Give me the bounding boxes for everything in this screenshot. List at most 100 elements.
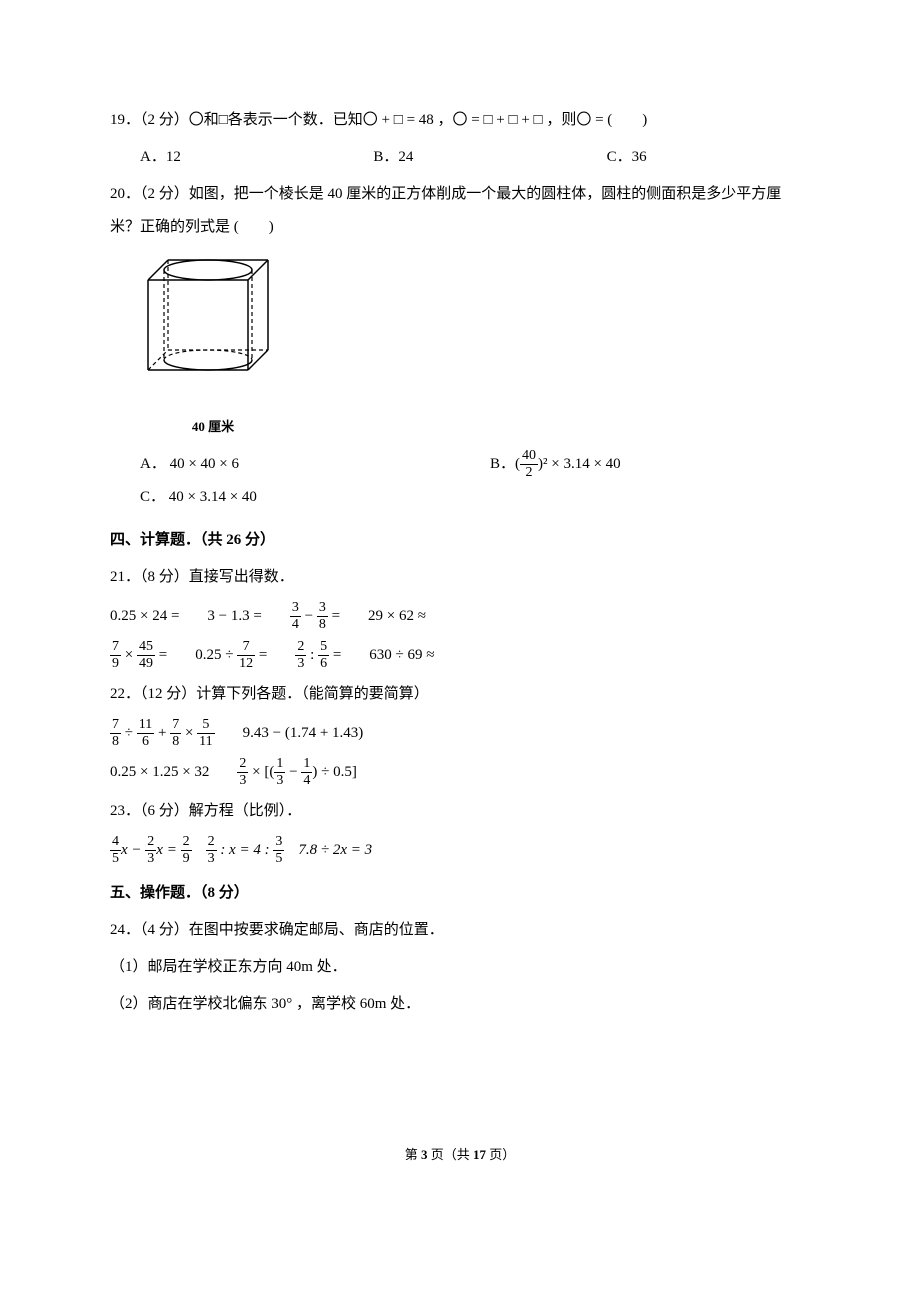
num: 11: [137, 717, 154, 733]
num: 7: [110, 717, 121, 733]
q20-opt-a: A． 40 × 40 × 6: [110, 448, 460, 481]
op: +: [154, 725, 170, 741]
den: 8: [317, 617, 328, 632]
op: ×: [181, 725, 197, 741]
q22-row1: 78 ÷ 116 + 78 × 511 9.43 − (1.74 + 1.43): [110, 717, 810, 750]
num: 5: [318, 639, 329, 655]
op: −: [285, 764, 301, 780]
den: 4: [290, 617, 301, 632]
q21-r2-a: 79 × 4549 =: [110, 639, 167, 672]
num: 5: [197, 717, 214, 733]
q22-r2-a: 0.25 × 1.25 × 32: [110, 756, 209, 789]
op: x −: [121, 842, 145, 858]
q21-r2-c: 23 : 56 =: [295, 639, 341, 672]
q19-opt-a: A．12: [110, 141, 343, 174]
question-24: 24．（4 分）在图中按要求确定邮局、商店的位置．: [110, 914, 810, 947]
opt-c-label: C．: [140, 489, 165, 505]
opt-a-label: A．: [140, 456, 166, 472]
num: 2: [145, 834, 156, 850]
num: 2: [295, 639, 306, 655]
q22-r1-a: 78 ÷ 116 + 78 × 511: [110, 717, 215, 750]
den: 3: [237, 773, 248, 788]
num: 40: [520, 448, 538, 464]
q21-row2: 79 × 4549 = 0.25 ÷ 712 = 23 : 56 = 630 ÷…: [110, 639, 810, 672]
q23-row: 45x − 23x = 29 23 : x = 4 : 35 7.8 ÷ 2x …: [110, 834, 810, 867]
op: × [(: [248, 764, 274, 780]
op: −: [301, 608, 317, 624]
footer-pre: 第: [405, 1147, 421, 1162]
num: 2: [237, 756, 248, 772]
q23-c: 7.8 ÷ 2x = 3: [298, 834, 372, 867]
den: 9: [110, 656, 121, 671]
opt-a-expr: 40 × 40 × 6: [170, 456, 239, 472]
op: x =: [156, 842, 180, 858]
q21-r1-b: 3 − 1.3 =: [207, 600, 261, 633]
question-23: 23．（6 分）解方程（比例）．: [110, 795, 810, 828]
question-20: 20．（2 分）如图，把一个棱长是 40 厘米的正方体削成一个最大的圆柱体，圆柱…: [110, 178, 810, 244]
op: :: [306, 647, 318, 663]
q20-figure: 40 厘米: [138, 250, 810, 442]
den: 11: [197, 734, 214, 749]
q24-part1: （1）邮局在学校正东方向 40m 处．: [110, 951, 810, 984]
footer-post: 页）: [486, 1147, 515, 1162]
num: 7: [110, 639, 121, 655]
q21-r2-b: 0.25 ÷ 712 =: [195, 639, 267, 672]
q19-options: A．12 B．24 C．36: [110, 141, 810, 174]
footer-total-pages: 17: [473, 1147, 486, 1162]
question-21: 21．（8 分）直接写出得数．: [110, 561, 810, 594]
den: 4: [301, 773, 312, 788]
rest: ) ÷ 0.5]: [312, 764, 356, 780]
q22-r2-b: 23 × [(13 − 14) ÷ 0.5]: [237, 756, 356, 789]
opt-b-rest: )² × 3.14 × 40: [538, 456, 621, 472]
q20-options: A． 40 × 40 × 6 B．(402)² × 3.14 × 40 C． 4…: [110, 448, 810, 514]
eq: =: [329, 647, 341, 663]
den: 6: [137, 734, 154, 749]
den: 3: [274, 773, 285, 788]
num: 3: [317, 600, 328, 616]
q21-r1-d: 29 × 62 ≈: [368, 600, 426, 633]
q21-row1: 0.25 × 24 = 3 − 1.3 = 34 − 38 = 29 × 62 …: [110, 600, 810, 633]
den: 3: [206, 851, 217, 866]
q22-row2: 0.25 × 1.25 × 32 23 × [(13 − 14) ÷ 0.5]: [110, 756, 810, 789]
q21-r2-d: 630 ÷ 69 ≈: [369, 639, 434, 672]
q20-text: 20．（2 分）如图，把一个棱长是 40 厘米的正方体削成一个最大的圆柱体，圆柱…: [110, 186, 781, 235]
page-footer: 第 3 页（共 17 页）: [110, 1141, 810, 1170]
q23-b: 23 : x = 4 : 35: [206, 834, 285, 867]
opt-b-label: B．: [490, 456, 515, 472]
frac: 402: [520, 448, 538, 480]
den: 5: [273, 851, 284, 866]
q22-r1-b: 9.43 − (1.74 + 1.43): [243, 717, 364, 750]
den: 12: [237, 656, 255, 671]
pre: 0.25 ÷: [195, 647, 237, 663]
q21-r1-c: 34 − 38 =: [290, 600, 340, 633]
q23-a: 45x − 23x = 29: [110, 834, 192, 867]
num: 1: [301, 756, 312, 772]
q20-opt-b: B．(402)² × 3.14 × 40: [460, 448, 810, 481]
den: 49: [137, 656, 155, 671]
q21-r1-a: 0.25 × 24 =: [110, 600, 179, 633]
cube-cylinder-icon: [138, 250, 288, 400]
den: 3: [295, 656, 306, 671]
q20-caption: 40 厘米: [138, 413, 288, 442]
num: 1: [274, 756, 285, 772]
den: 5: [110, 851, 121, 866]
op: ×: [121, 647, 137, 663]
den: 9: [181, 851, 192, 866]
section-5-heading: 五、操作题．（8 分）: [110, 877, 810, 910]
footer-mid: 页（共: [427, 1147, 473, 1162]
den: 8: [170, 734, 181, 749]
den: 6: [318, 656, 329, 671]
num: 3: [273, 834, 284, 850]
num: 4: [110, 834, 121, 850]
num: 7: [237, 639, 255, 655]
den: 3: [145, 851, 156, 866]
eq: =: [155, 647, 167, 663]
num: 7: [170, 717, 181, 733]
num: 2: [181, 834, 192, 850]
question-22: 22．（12 分）计算下列各题．（能简算的要简算）: [110, 678, 810, 711]
num: 3: [290, 600, 301, 616]
q19-opt-b: B．24: [343, 141, 576, 174]
op: ÷: [121, 725, 137, 741]
op: : x = 4 :: [217, 842, 274, 858]
opt-c-expr: 40 × 3.14 × 40: [169, 489, 257, 505]
